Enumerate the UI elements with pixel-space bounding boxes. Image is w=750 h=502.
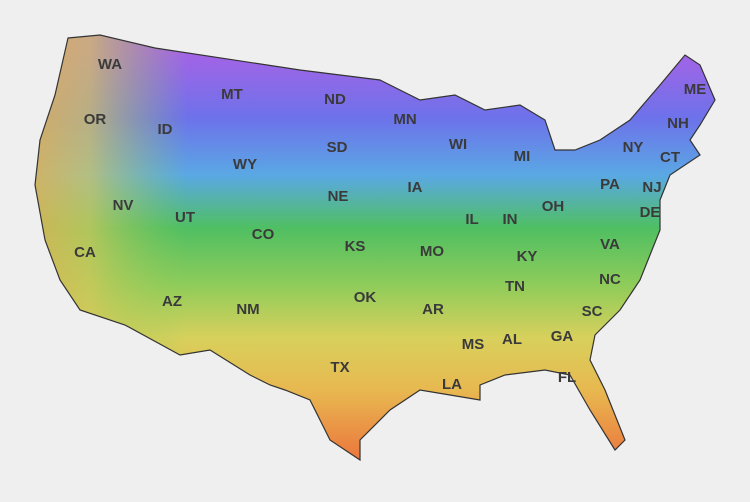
state-label: WY [233, 156, 257, 173]
state-label: ME [684, 81, 707, 98]
state-label: OK [354, 289, 377, 306]
state-label: DE [640, 204, 661, 221]
state-label: ND [324, 91, 346, 108]
zone-fill [35, 35, 715, 460]
state-label: FL [558, 369, 576, 386]
state-label: NY [623, 139, 644, 156]
state-label: NV [113, 197, 134, 214]
state-labels: WA OR ID MT ND MN WI MI NY ME NH CT NJ DE PA OH IN IL IA NE… [74, 56, 706, 393]
state-label: WI [449, 136, 467, 153]
state-label: TX [330, 359, 349, 376]
state-label: IL [465, 211, 478, 228]
state-label: LA [442, 376, 462, 393]
state-label: MT [221, 86, 243, 103]
state-label: NJ [642, 179, 661, 196]
state-label: KY [517, 248, 538, 265]
state-label: MO [420, 243, 444, 260]
state-label: MN [393, 111, 416, 128]
state-label: NM [236, 301, 259, 318]
state-label: MI [514, 148, 531, 165]
state-label: NC [599, 271, 621, 288]
state-label: AR [422, 301, 444, 318]
state-label: CO [252, 226, 275, 243]
state-label: NH [667, 115, 689, 132]
state-label: SC [582, 303, 603, 320]
state-label: PA [600, 176, 620, 193]
state-label: TN [505, 278, 525, 295]
state-label: CA [74, 244, 96, 261]
state-label: AL [502, 331, 522, 348]
state-label: KS [345, 238, 366, 255]
state-label: VA [600, 236, 620, 253]
state-label: WA [98, 56, 122, 73]
state-label: IN [503, 211, 518, 228]
state-label: GA [551, 328, 574, 345]
state-label: ID [158, 121, 173, 138]
state-label: CT [660, 149, 680, 166]
state-label: MS [462, 336, 485, 353]
state-label: NE [328, 188, 349, 205]
state-label: UT [175, 209, 195, 226]
state-label: AZ [162, 293, 182, 310]
state-label: SD [327, 139, 348, 156]
state-label: OH [542, 198, 565, 215]
state-label: IA [408, 179, 423, 196]
state-label: OR [84, 111, 107, 128]
